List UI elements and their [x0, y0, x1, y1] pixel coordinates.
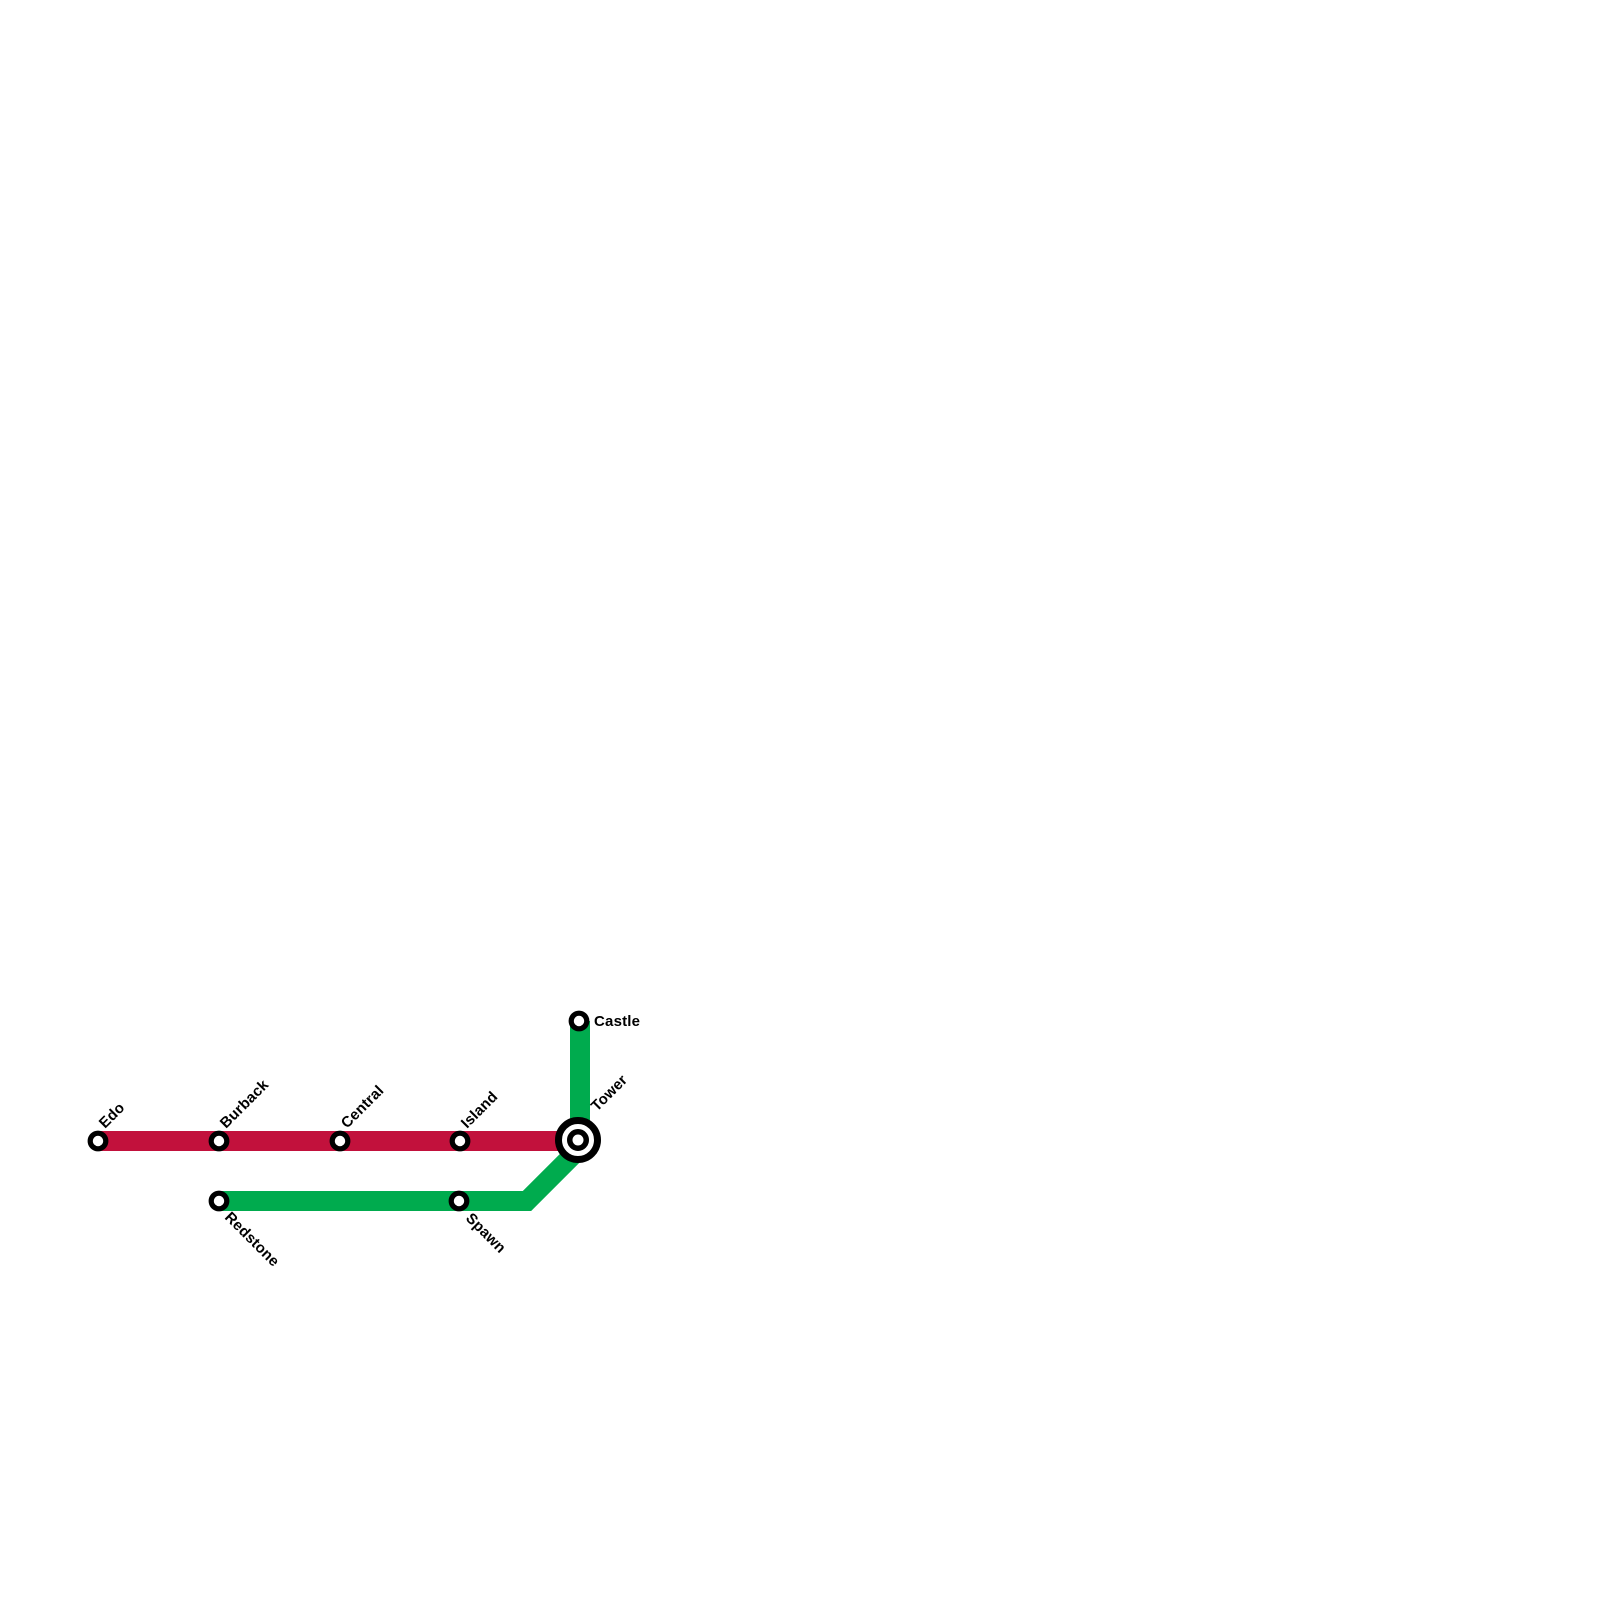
station-marker-island: [449, 1130, 471, 1152]
station-label-tower: Tower: [588, 1072, 631, 1115]
station-label-spawn: Spawn: [462, 1210, 509, 1257]
station-marker-burback: [208, 1130, 230, 1152]
station-label-edo: Edo: [96, 1099, 128, 1131]
station-label-central: Central: [338, 1082, 388, 1132]
station-marker-spawn: [448, 1190, 470, 1212]
station-marker-tower-inner: [567, 1129, 589, 1151]
station-castle: Castle: [568, 1010, 640, 1032]
station-label-castle: Castle: [594, 1013, 640, 1030]
station-tower: Tower: [555, 1072, 631, 1163]
station-label-island: Island: [458, 1088, 502, 1132]
station-marker-castle: [568, 1010, 590, 1032]
station-marker-central: [329, 1130, 351, 1152]
station-marker-edo: [87, 1130, 109, 1152]
line-green-path: [219, 1021, 590, 1211]
station-label-burback: Burback: [217, 1076, 273, 1132]
station-marker-redstone: [208, 1190, 230, 1212]
station-label-redstone: Redstone: [221, 1209, 282, 1270]
